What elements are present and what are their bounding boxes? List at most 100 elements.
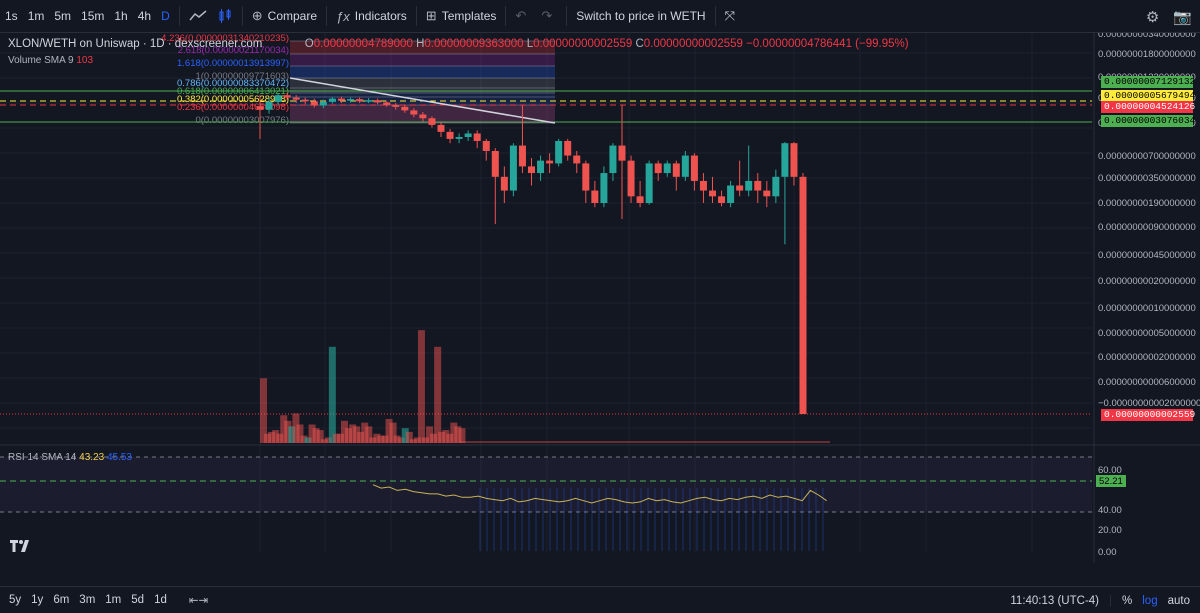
redo-button[interactable]: ↷ bbox=[536, 0, 562, 33]
price-tag: 0.00000007129132 bbox=[1101, 76, 1195, 88]
volume-bar bbox=[292, 413, 300, 443]
volume-bar bbox=[458, 428, 466, 443]
volume-bar bbox=[316, 430, 324, 443]
volume-bar bbox=[357, 431, 365, 443]
volume-bar bbox=[381, 435, 389, 443]
calendar-range-icon[interactable]: ⇤⇥ bbox=[188, 595, 209, 607]
candle-body bbox=[446, 131, 454, 139]
bottom-right: 11:40:13 (UTC-4) | % log auto bbox=[1010, 587, 1190, 613]
fullscreen-button[interactable]: ⤧ bbox=[720, 0, 745, 33]
clock-time[interactable]: 11:40:13 (UTC-4) bbox=[1010, 594, 1100, 607]
undo-button[interactable]: ↶ bbox=[510, 0, 536, 33]
price-chart[interactable]: 0.00000000340000000 0.00000001800000000 0.… bbox=[0, 29, 1200, 581]
volume-bar bbox=[450, 422, 458, 443]
interval-D[interactable]: D bbox=[161, 9, 170, 23]
candle-body bbox=[582, 163, 590, 191]
candle-body bbox=[265, 101, 273, 110]
chart-type-button[interactable] bbox=[184, 0, 212, 33]
fib-zone bbox=[290, 54, 555, 66]
candle-body bbox=[681, 155, 689, 177]
close-value: 0.00000000002559 bbox=[643, 38, 743, 50]
volume-bar bbox=[430, 433, 438, 443]
candle-body bbox=[365, 100, 373, 102]
rsi-current-tag-bg bbox=[1096, 475, 1126, 487]
price-axis-label: 0.00000000002000000 bbox=[1098, 352, 1196, 363]
separator bbox=[241, 6, 243, 26]
fib-label: 0.786(0.00000083370472) bbox=[177, 78, 289, 89]
candle-body bbox=[356, 99, 364, 102]
auto-toggle[interactable]: auto bbox=[1167, 594, 1190, 607]
interval-5m[interactable]: 5m bbox=[54, 9, 72, 23]
candle-body bbox=[645, 163, 653, 203]
interval-1m[interactable]: 1m bbox=[27, 9, 45, 23]
price-axis-label: 0.00000000005000000 bbox=[1098, 328, 1196, 339]
gear-icon[interactable]: ⚙ bbox=[1145, 8, 1160, 26]
range-5y[interactable]: 5y bbox=[9, 594, 22, 606]
compare-button[interactable]: ⊕ Compare bbox=[247, 0, 322, 33]
range-1d[interactable]: 1d bbox=[154, 594, 167, 606]
candle-body bbox=[690, 155, 698, 181]
open-label: O bbox=[304, 38, 314, 50]
fib-label: 0(0.00000003007976) bbox=[195, 115, 289, 126]
price-axis-label: 0.00000000340000000 bbox=[1098, 33, 1196, 40]
interval-15m[interactable]: 15m bbox=[81, 9, 105, 23]
range-group: 5y 1y 6m 3m 1m 5d 1d bbox=[0, 594, 172, 606]
switch-price-button[interactable]: Switch to price in WETH bbox=[576, 9, 706, 23]
line-chart-icon bbox=[189, 10, 207, 21]
price-axis-label: 0.00000000045000000 bbox=[1098, 250, 1196, 261]
plus-circle-icon: ⊕ bbox=[251, 8, 263, 23]
percent-toggle[interactable]: % bbox=[1122, 594, 1133, 607]
fib-label: 0.382(0.00000005628908) bbox=[177, 94, 289, 105]
candle-body bbox=[591, 190, 599, 203]
volume-bar bbox=[304, 437, 312, 443]
interval-1s[interactable]: 1s bbox=[5, 9, 18, 23]
candle-body bbox=[328, 98, 336, 102]
bottom-bar: 5y 1y 6m 3m 1m 5d 1d ⇤⇥ 11:40:13 (UTC-4) | % l… bbox=[0, 586, 1200, 613]
candle-body bbox=[274, 95, 282, 102]
interval-4h[interactable]: 4h bbox=[137, 9, 152, 23]
range-6m[interactable]: 6m bbox=[53, 594, 70, 606]
range-5d[interactable]: 5d bbox=[131, 594, 145, 606]
volume-bar bbox=[272, 430, 280, 443]
range-1y[interactable]: 1y bbox=[31, 594, 44, 606]
rsi-legend: RSI 14 SMA 14 43.23 45.53 bbox=[8, 452, 132, 463]
templates-button[interactable]: ⊞ Templates bbox=[421, 0, 502, 33]
fib-zone bbox=[290, 66, 555, 78]
camera-icon[interactable]: 📷 bbox=[1173, 8, 1192, 26]
chart-area[interactable]: 0.00000000340000000 0.00000001800000000 0.… bbox=[0, 29, 1200, 581]
volume-bar bbox=[268, 431, 276, 443]
interval-1h[interactable]: 1h bbox=[114, 9, 128, 23]
rsi-axis-label: 40.00 bbox=[1098, 505, 1122, 516]
range-1m[interactable]: 1m bbox=[105, 594, 122, 606]
open-value: 0.00000004789000 bbox=[313, 38, 413, 50]
volume-bar bbox=[373, 433, 381, 443]
fx-icon: ƒx bbox=[336, 8, 350, 24]
volume-bar bbox=[389, 422, 397, 443]
candle-body bbox=[555, 140, 563, 164]
candle-body bbox=[401, 106, 409, 111]
low-value: 0.00000000002559 bbox=[533, 38, 633, 50]
price-axis-label: 0.00000001800000000 bbox=[1098, 49, 1196, 60]
separator bbox=[566, 6, 568, 26]
candle-body bbox=[500, 176, 508, 191]
candles-button[interactable] bbox=[212, 0, 238, 33]
rsi-label: RSI 14 SMA 14 bbox=[8, 452, 77, 463]
log-toggle[interactable]: log bbox=[1142, 594, 1158, 607]
volume-bar bbox=[260, 378, 267, 443]
candle-body bbox=[709, 190, 716, 197]
candle-body bbox=[518, 145, 526, 167]
range-3m[interactable]: 3m bbox=[79, 594, 96, 606]
candle-body bbox=[374, 100, 382, 103]
grid-icon: ⊞ bbox=[425, 8, 437, 23]
candle-body bbox=[772, 176, 780, 197]
candle-body bbox=[383, 102, 391, 105]
candle-body bbox=[310, 101, 318, 106]
volume-bar bbox=[324, 437, 332, 443]
indicators-button[interactable]: ƒx Indicators bbox=[331, 0, 412, 33]
volume-bar bbox=[288, 426, 296, 443]
volume-bar bbox=[377, 435, 385, 443]
volume-bar bbox=[341, 420, 348, 443]
price-tag: 0.00000003076034 bbox=[1101, 115, 1195, 127]
compare-label: Compare bbox=[267, 9, 318, 23]
volume-bar bbox=[336, 433, 344, 443]
